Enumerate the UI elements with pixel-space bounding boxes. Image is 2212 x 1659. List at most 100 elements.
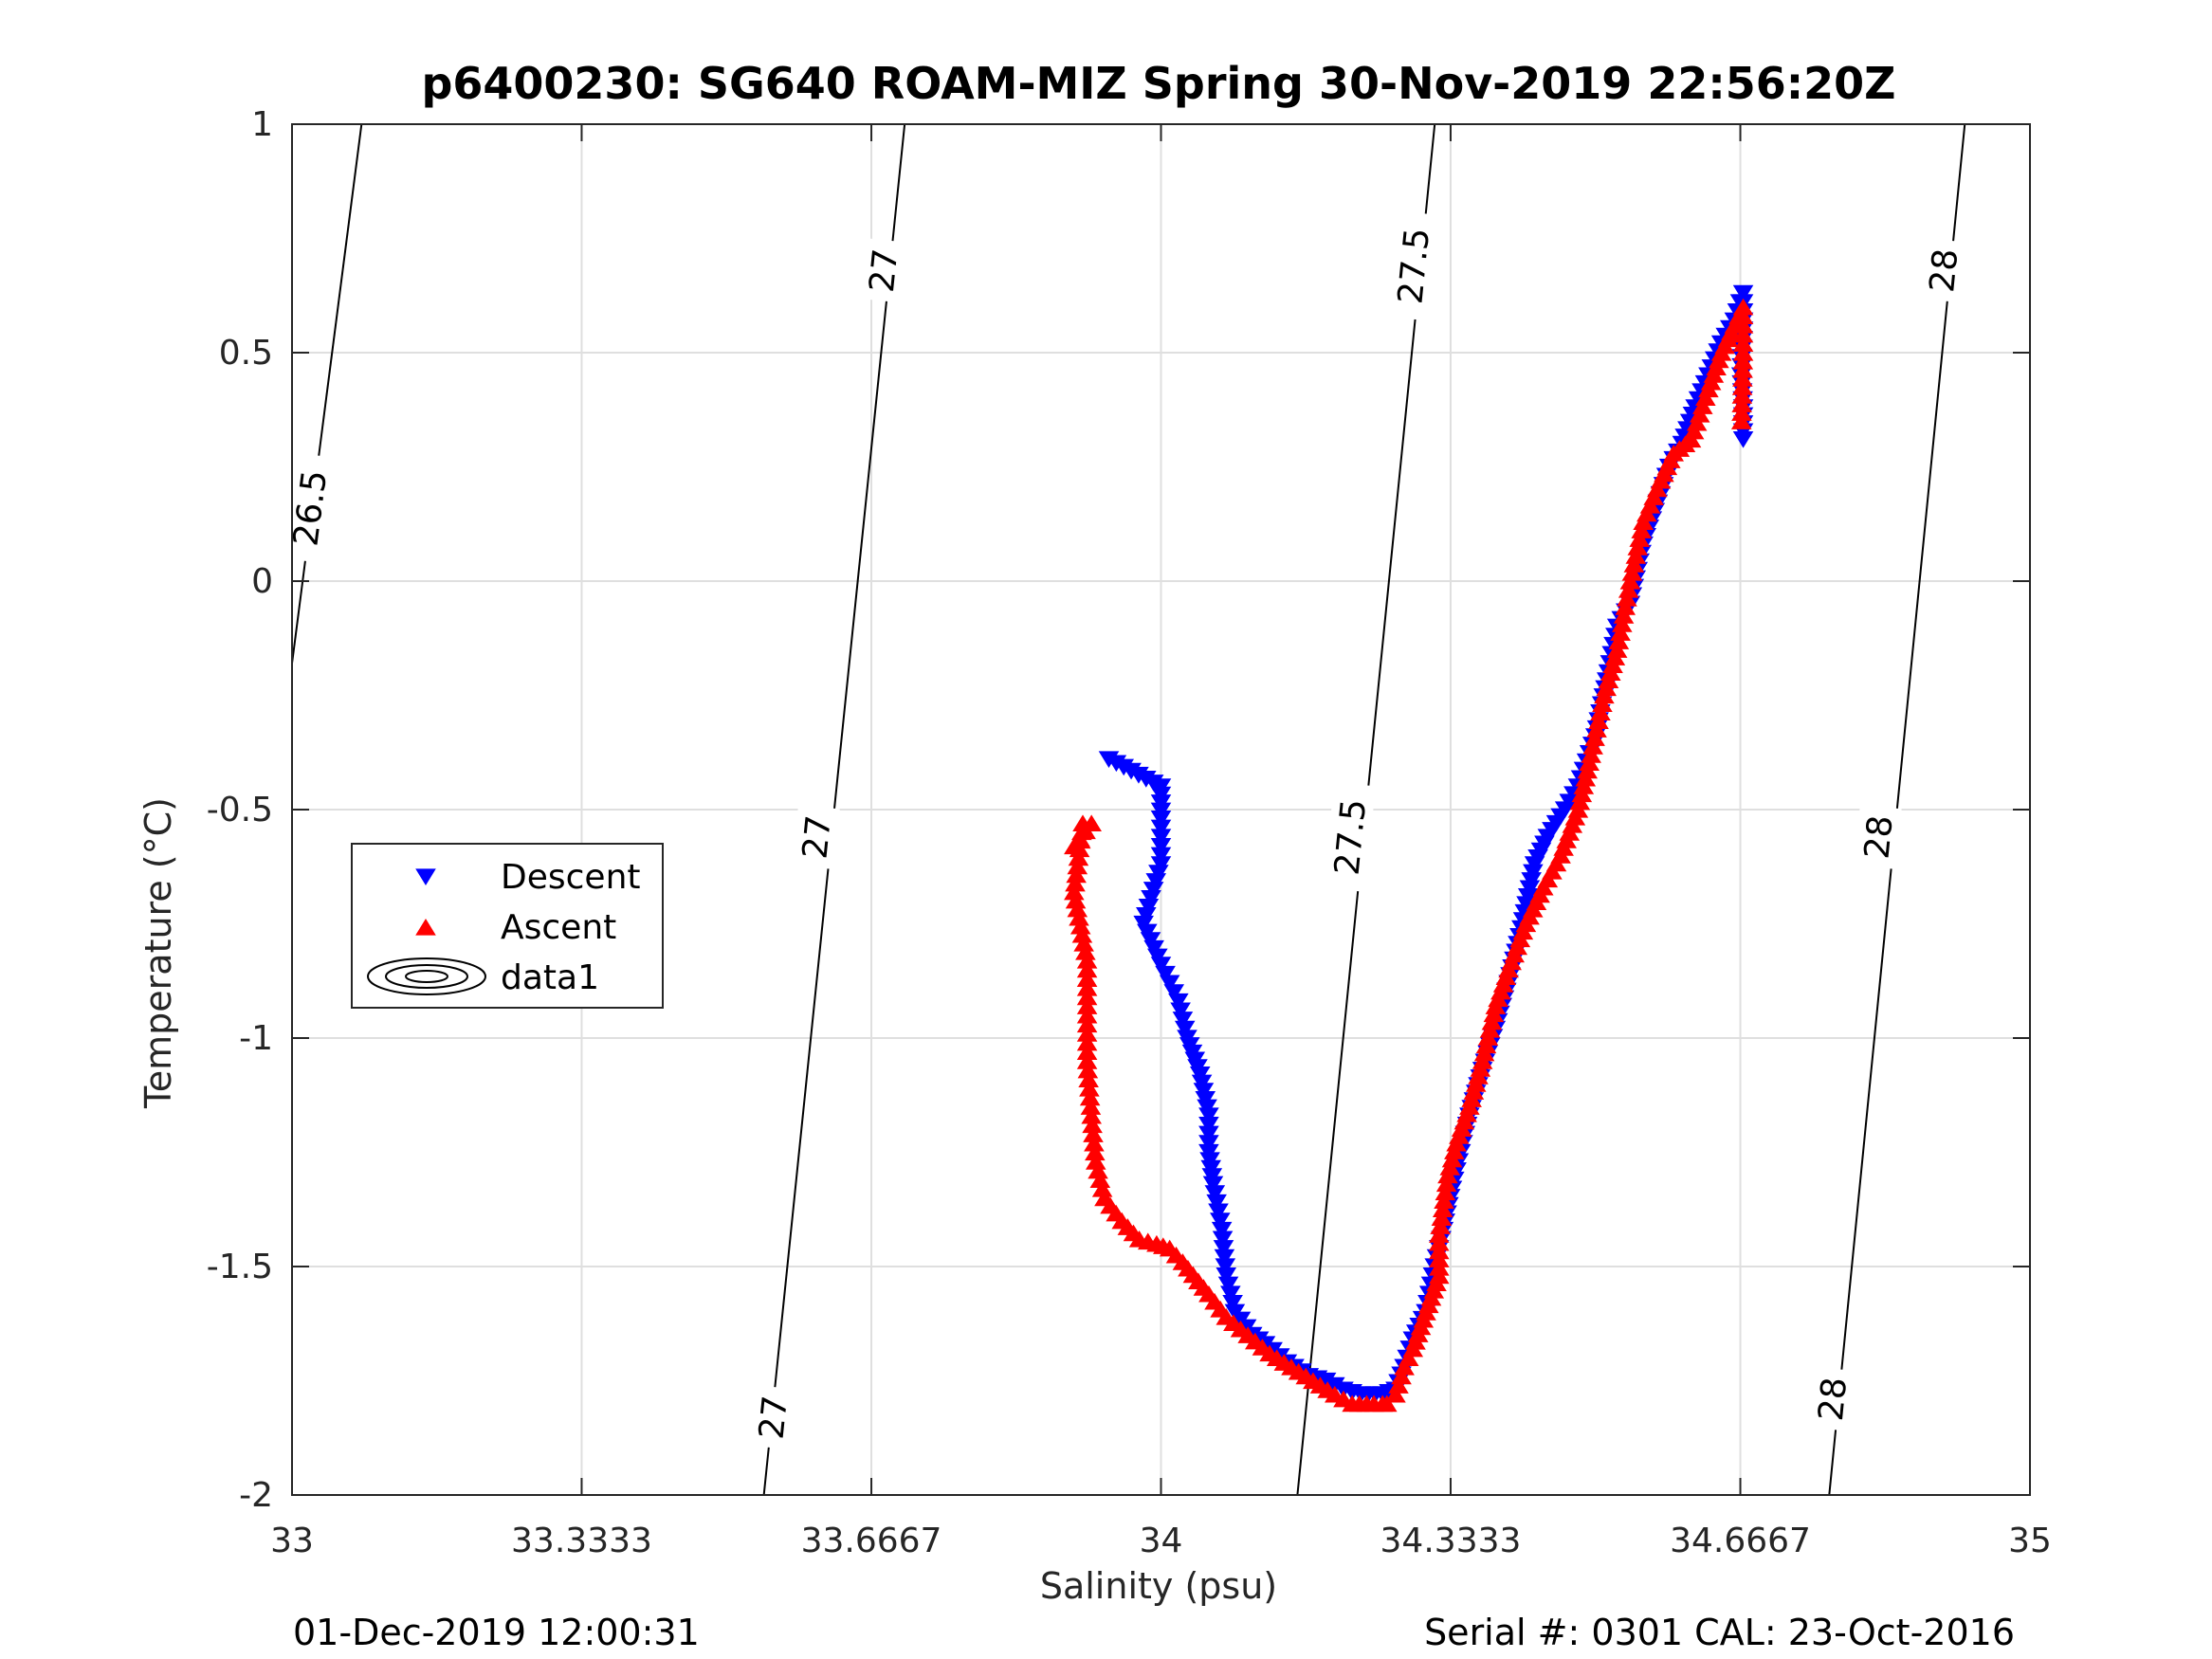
x-tick-label: 33 — [270, 1522, 314, 1560]
ascent-point — [1376, 1395, 1398, 1413]
ascent-point — [1394, 1358, 1415, 1376]
descent-point — [1170, 1002, 1191, 1020]
contour-label: 27 — [859, 238, 907, 303]
ascent-point — [1428, 1226, 1450, 1243]
contour-label: 28 — [1919, 238, 1967, 303]
descent-point — [1213, 1240, 1234, 1257]
contour-27: 27 27 27 — [748, 123, 907, 1496]
ascent-point — [1385, 1385, 1406, 1403]
contour-label-bg — [1323, 782, 1376, 892]
descent-point — [1150, 856, 1172, 873]
ascent-point — [1621, 563, 1643, 581]
legend-ascent-marker — [415, 918, 436, 936]
ascent-point — [1428, 1250, 1450, 1267]
descent-point — [1220, 1285, 1241, 1303]
descent-point — [1150, 847, 1172, 865]
ascent-point — [1435, 1183, 1456, 1201]
descent-point — [1732, 430, 1754, 448]
descent-point — [1133, 915, 1154, 933]
descent-point — [1145, 873, 1167, 890]
contour-label-bg — [859, 238, 907, 303]
ascent-point — [1612, 615, 1633, 632]
ascent-point — [1633, 513, 1654, 530]
ascent-point — [1730, 412, 1752, 429]
legend-data1-label: data1 — [501, 958, 599, 997]
descent-point — [1148, 865, 1169, 882]
descent-point — [1193, 1083, 1215, 1100]
ascent-point — [1618, 580, 1639, 598]
contour-label: 28 — [1807, 1366, 1856, 1431]
ascent-point — [1588, 712, 1609, 729]
y-axis-ticks: -2 -1.5 -1 -0.5 0 0.5 1 — [207, 105, 2030, 1515]
descent-point — [1208, 1203, 1229, 1221]
ascent-point — [1430, 1217, 1451, 1234]
y-axis-label: Temperature (°C) — [137, 797, 179, 1109]
contour-label: 26.5 — [282, 452, 338, 564]
ascent-point — [1617, 590, 1637, 607]
density-contours: 26.5 27 27 27 27.5 27.5 28 28 28 — [282, 123, 1967, 1496]
descent-point — [1150, 819, 1172, 837]
ascent-point — [1590, 703, 1611, 721]
legend-descent-marker — [415, 868, 436, 886]
descent-point — [1189, 1066, 1211, 1084]
descent-point — [1214, 1249, 1235, 1267]
contour-26-5: 26.5 — [282, 123, 363, 664]
contour-label-text: 28 — [1812, 1376, 1855, 1423]
contour-label-text: 27.5 — [1327, 797, 1374, 877]
ascent-point — [1636, 504, 1657, 522]
contour-label: 27 — [792, 804, 840, 869]
ascent-point — [1391, 1367, 1412, 1385]
y-tick-label: -2 — [239, 1476, 273, 1515]
ascent-series — [1064, 298, 1754, 1413]
descent-point — [1140, 932, 1161, 949]
descent-point — [1141, 890, 1161, 907]
descent-point — [1217, 1276, 1239, 1294]
descent-point — [1216, 1267, 1237, 1285]
descent-point — [1159, 975, 1180, 993]
contour-label-bg — [1386, 210, 1439, 321]
contour-label-text: 27 — [753, 1394, 795, 1441]
y-tick-label: -1.5 — [207, 1248, 273, 1286]
ascent-point — [1631, 521, 1652, 538]
ascent-point — [1629, 530, 1651, 547]
ascent-point — [1428, 1267, 1450, 1285]
x-axis-ticks: 33 33.3333 33.6667 34 34.3333 34.6667 35 — [270, 124, 2052, 1560]
descent-point — [1198, 1135, 1219, 1152]
descent-point — [1732, 284, 1754, 302]
x-tick-label: 34.3333 — [1380, 1522, 1522, 1560]
ascent-point — [1680, 430, 1702, 448]
contour-label-text: 28 — [1857, 813, 1900, 861]
contour-label-text: 27 — [863, 247, 905, 295]
chart-title: p6400230: SG640 ROAM-MIZ Spring 30-Nov-2… — [421, 58, 1895, 109]
descent-point — [1211, 1221, 1233, 1239]
ascent-point — [1398, 1349, 1419, 1366]
contour-label-text: 28 — [1923, 247, 1965, 295]
ascent-point — [1643, 488, 1664, 505]
descent-point — [1155, 965, 1176, 983]
legend-contour-icon — [367, 957, 486, 995]
contour-label-bg — [1854, 804, 1902, 869]
ascent-point — [1627, 538, 1649, 556]
ascent-point — [1691, 397, 1713, 414]
legend-descent-label: Descent — [501, 858, 641, 897]
ascent-point — [1695, 389, 1716, 406]
ascent-point — [1432, 1200, 1453, 1218]
ascent-point — [1434, 1192, 1454, 1210]
y-tick-label: -1 — [239, 1019, 273, 1058]
ascent-point — [1431, 1209, 1453, 1226]
ascent-point — [1615, 598, 1636, 615]
ascent-point — [1606, 641, 1628, 658]
descent-point — [1163, 984, 1185, 1001]
contour-label: 27.5 — [1386, 210, 1439, 321]
ascent-point — [1623, 556, 1645, 573]
legend-descent-triangle — [415, 868, 436, 886]
descent-point — [1143, 882, 1164, 899]
ascent-point — [1592, 695, 1613, 713]
contour-label-bg — [792, 804, 840, 869]
descent-point — [1172, 1012, 1194, 1029]
contour-label-bg — [1919, 238, 1967, 303]
descent-point — [1135, 906, 1157, 924]
ascent-point — [1610, 624, 1631, 641]
ascent-point — [1683, 422, 1705, 440]
